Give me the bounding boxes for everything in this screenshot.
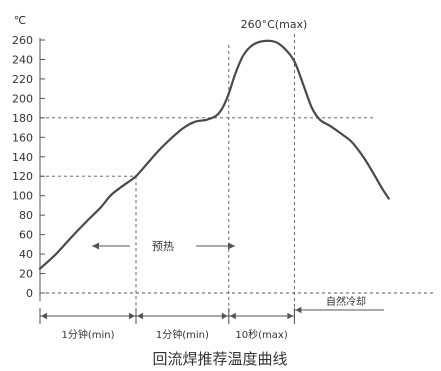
- cooling-label: 自然冷却: [326, 295, 366, 308]
- guide-lines: [40, 34, 434, 322]
- y-tick-label-140: 140: [12, 151, 33, 164]
- temperature-curve: [38, 39, 390, 270]
- y-tick-label-0: 0: [26, 287, 33, 300]
- y-tick-label-180: 180: [12, 112, 33, 125]
- phase2-arrow-left: [137, 312, 143, 320]
- phase1-arrow-left: [41, 312, 47, 320]
- phase2-arrow-right: [221, 312, 228, 320]
- chart-title: 回流焊推荐温度曲线: [152, 350, 287, 368]
- y-tick-label-60: 60: [19, 229, 33, 242]
- y-tick-label-200: 200: [12, 92, 33, 105]
- y-tick-label-40: 40: [19, 248, 33, 261]
- preheat-arrow-left: [92, 242, 99, 250]
- phase-2-label: 1分钟(min): [156, 328, 209, 341]
- y-tick-label-240: 240: [12, 53, 33, 66]
- phase1-arrow-right: [129, 312, 135, 320]
- phase-1-label: 1分钟(min): [61, 328, 114, 341]
- y-axis: 0 20 40 60 80 100 120 140 160 180 200 220 240 260: [12, 34, 45, 301]
- y-tick-label-80: 80: [19, 209, 33, 222]
- phase3-arrow-right: [287, 312, 294, 320]
- preheat-label: 预热: [152, 240, 174, 253]
- annotations: [92, 242, 235, 250]
- y-tick-label-160: 160: [12, 131, 33, 144]
- peak-temperature-label: 260°C(max): [241, 18, 308, 31]
- phase3-arrow-left: [229, 312, 236, 320]
- phase-3-label: 10秒(max): [235, 328, 287, 341]
- y-tick-label-100: 100: [12, 190, 33, 203]
- y-tick-label-120: 120: [12, 170, 33, 183]
- y-tick-label-260: 260: [12, 34, 33, 47]
- phase-dimension: [39, 306, 384, 324]
- y-tick-label-220: 220: [12, 73, 33, 86]
- y-tick-label-20: 20: [19, 268, 33, 281]
- preheat-arrow-right: [228, 242, 235, 250]
- cooling-arrow-left: [295, 306, 302, 314]
- y-axis-unit-label: ℃: [14, 14, 26, 27]
